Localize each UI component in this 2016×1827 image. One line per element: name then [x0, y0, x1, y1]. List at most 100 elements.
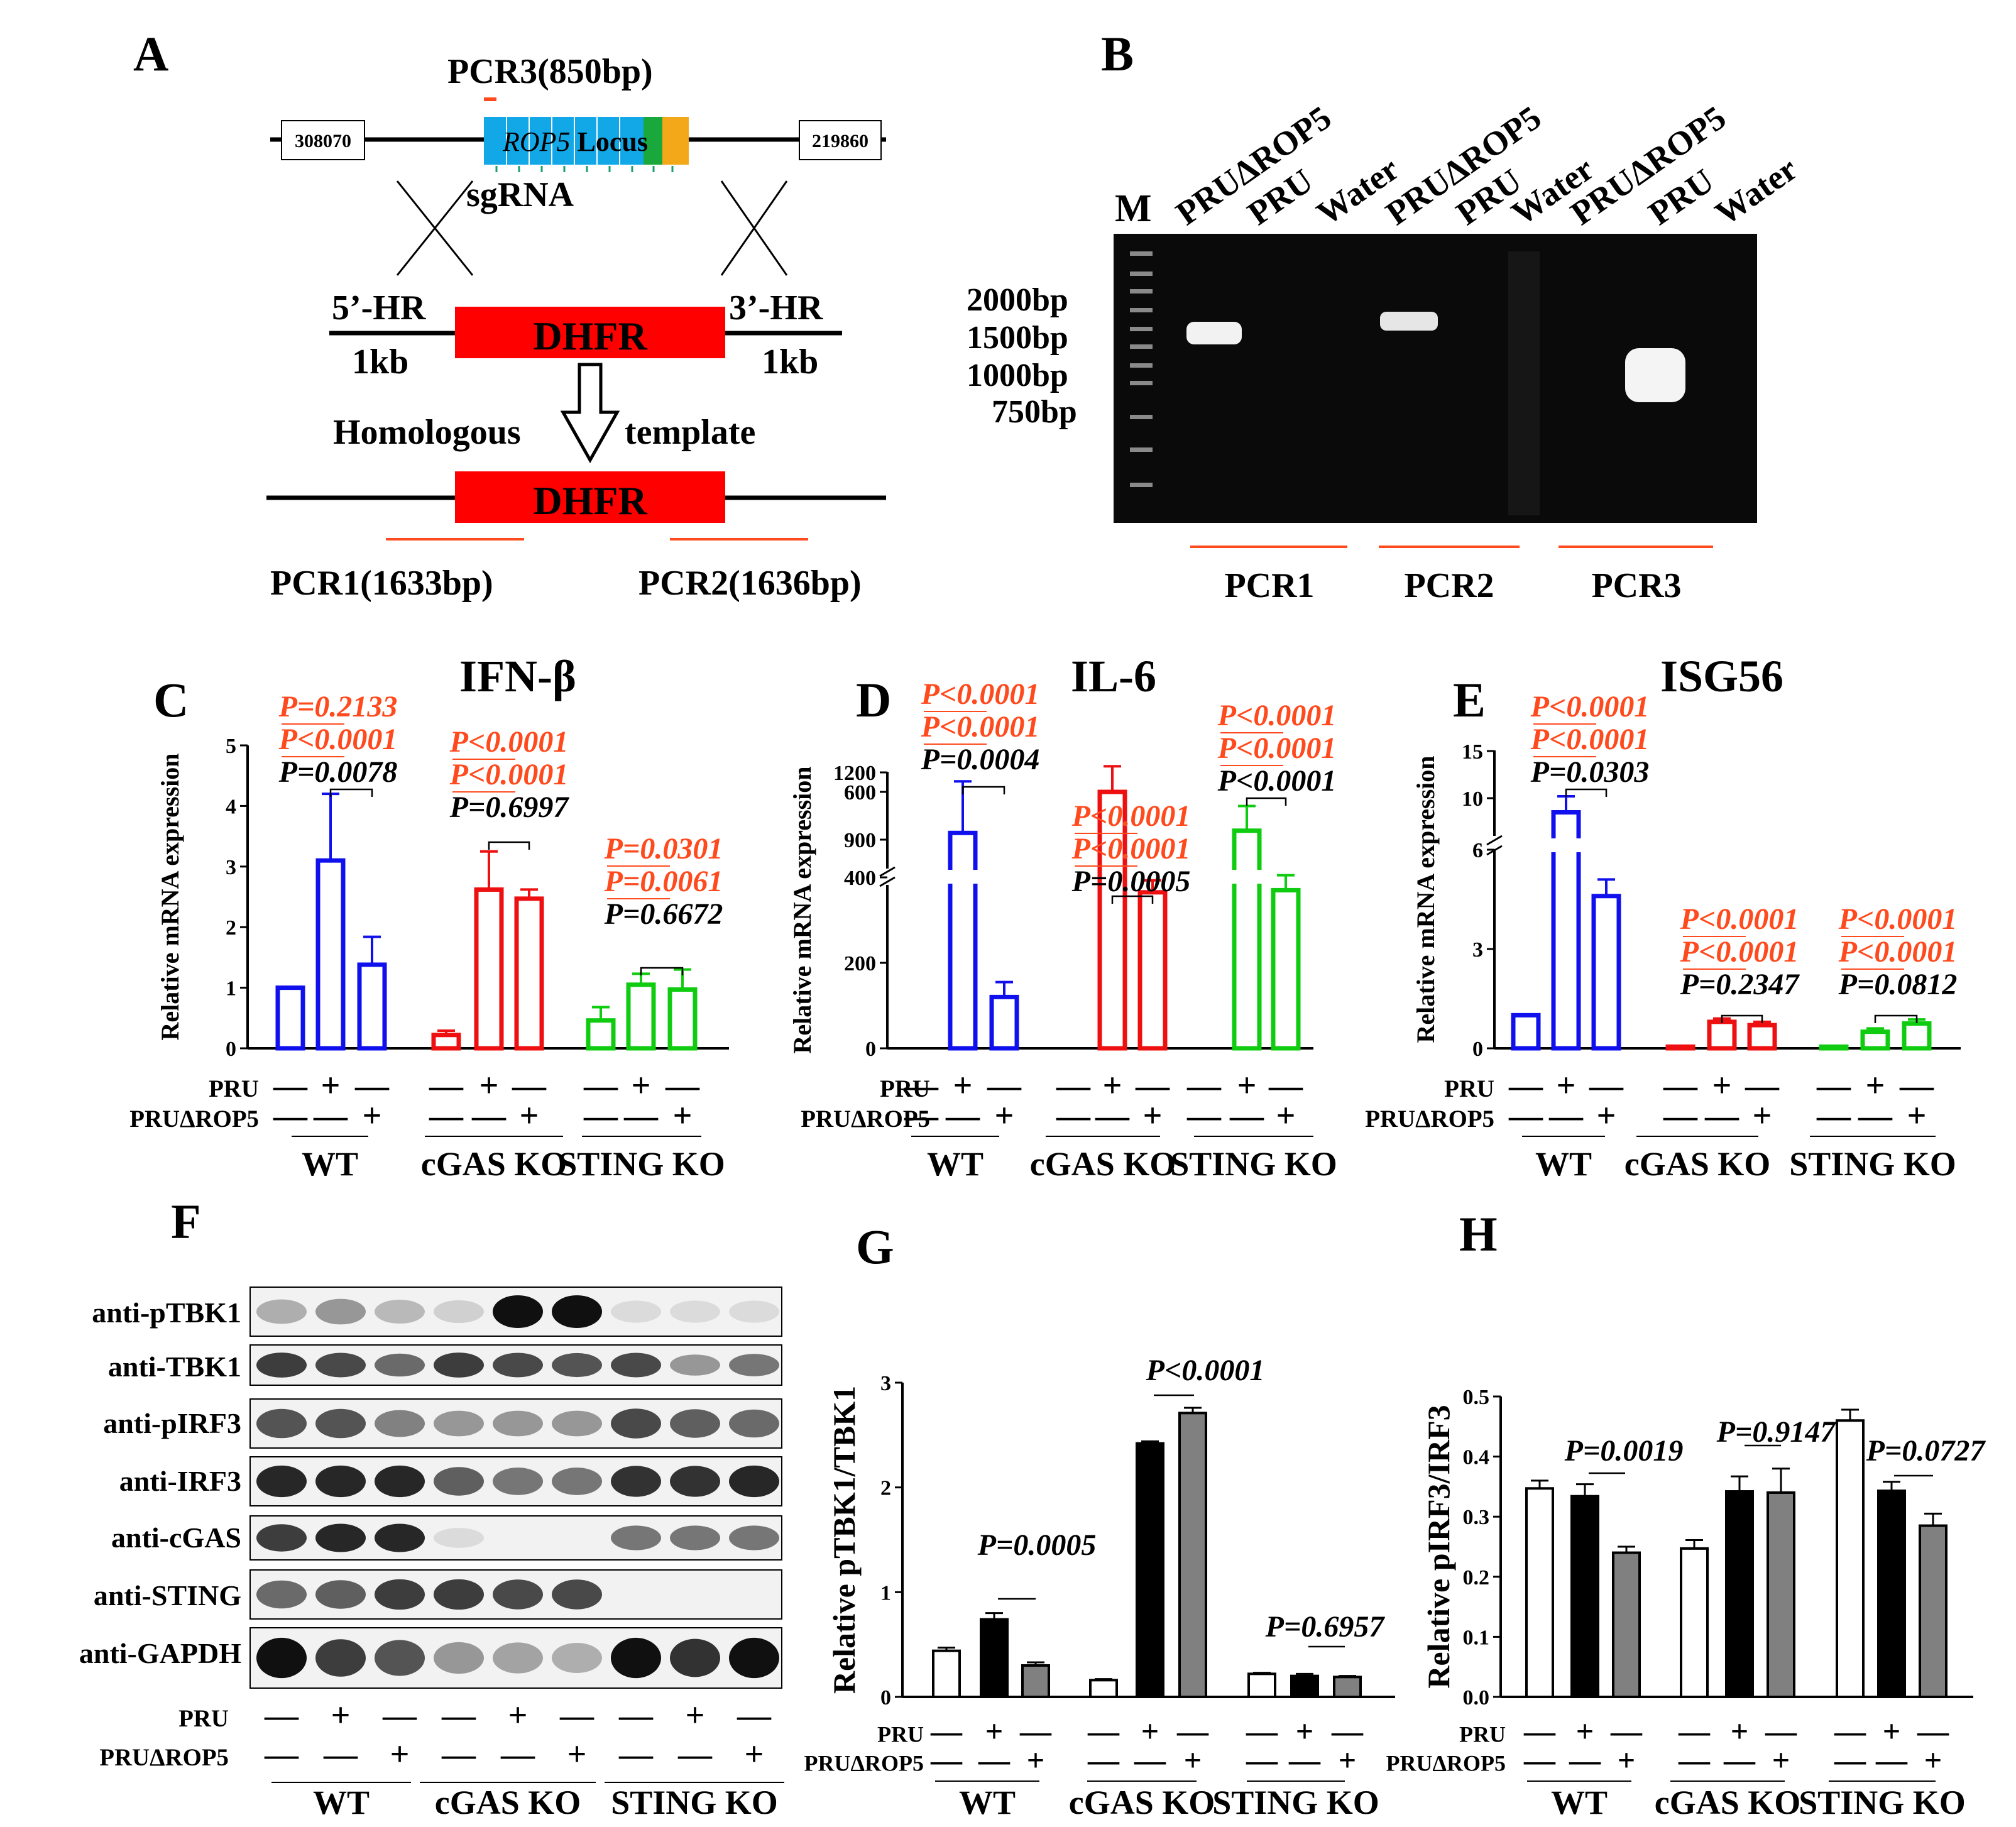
p-value: P=0.2347 — [1680, 968, 1800, 1001]
pru-minus: — — [1589, 1067, 1624, 1104]
group-label: STING KO — [1170, 1145, 1337, 1183]
rop5-minus: — — [500, 1735, 535, 1773]
axis-break-mark — [879, 866, 896, 887]
blot-band — [552, 1352, 602, 1378]
blot-band — [729, 1300, 779, 1323]
pru-minus: — — [354, 1067, 390, 1104]
rop5-plus: + — [567, 1735, 587, 1773]
p-value: P=0.0061 — [604, 865, 723, 898]
pru-minus: — — [382, 1696, 417, 1734]
blot-band — [493, 1468, 543, 1495]
y-tick-label: 0 — [880, 1686, 891, 1709]
bar — [1570, 1495, 1599, 1699]
group-label: cGAS KO — [435, 1784, 581, 1821]
p-value: P=0.2133 — [278, 690, 398, 723]
pru-minus: — — [1056, 1067, 1091, 1104]
rop5-minus: — — [1816, 1097, 1851, 1134]
ladder-bands — [1130, 251, 1153, 487]
hr3-label: 3’-HR — [729, 288, 823, 327]
pru-plus: + — [953, 1067, 973, 1104]
y-tick-label: 600 — [844, 781, 876, 804]
blot-band — [552, 1468, 602, 1495]
bar — [980, 1618, 1009, 1699]
significance-bracket — [329, 788, 373, 797]
rop5-minus: — — [1834, 1743, 1866, 1778]
p-value: P=0.6672 — [604, 897, 723, 931]
bar — [357, 962, 387, 1051]
bar — [1247, 1672, 1276, 1698]
group-label: WT — [313, 1784, 370, 1821]
blot-label-ptbk1: anti-pTBK1 — [92, 1297, 241, 1329]
pru-minus: — — [1176, 1714, 1209, 1749]
pru-plus: + — [1237, 1067, 1257, 1104]
p-value: P<0.0001 — [921, 678, 1040, 711]
significance-bracket — [1111, 895, 1154, 904]
pru-plus: + — [321, 1067, 341, 1104]
bar — [1511, 1012, 1541, 1051]
pru-plus: + — [1103, 1067, 1122, 1104]
group-label: WT — [1535, 1145, 1592, 1183]
blot-band — [552, 1410, 602, 1437]
blot-band — [375, 1523, 425, 1552]
dhfr-cassette — [455, 307, 725, 358]
locus-green — [644, 117, 662, 165]
y-tick-label: 0.1 — [1463, 1626, 1490, 1649]
group-label: cGAS KO — [421, 1145, 567, 1183]
pru-plus: + — [1557, 1067, 1576, 1104]
blot-band — [493, 1642, 543, 1674]
y-tick-label: 4 — [226, 795, 236, 818]
y-tick-label: 0 — [1472, 1038, 1483, 1061]
rop5-plus: + — [1907, 1097, 1927, 1134]
template-label: template — [625, 413, 755, 452]
bar — [1525, 1487, 1554, 1699]
gel-band-pcr2 — [1380, 312, 1438, 331]
pcr2-label: PCR2(1636bp) — [638, 564, 862, 603]
rop5-plus: + — [363, 1097, 382, 1134]
pru-minus: — — [618, 1696, 654, 1734]
blot-band — [729, 1525, 779, 1550]
blot-band — [256, 1465, 307, 1498]
p-value: P<0.0001 — [1680, 903, 1799, 936]
y-tick-label: 15 — [1462, 740, 1483, 764]
pru-minus: — — [559, 1696, 594, 1734]
gel-lane-labels: PRUΔROP5 PRU Water PRUΔROP5 PRU Water PR… — [1169, 99, 1804, 233]
blot-band — [729, 1354, 779, 1376]
blot-band — [315, 1352, 366, 1378]
blot-band — [493, 1352, 543, 1378]
locus-blue — [484, 117, 644, 165]
pru-rop5-row-label: PRUΔROP5 — [1386, 1751, 1506, 1776]
y-tick-label: 1 — [880, 1581, 891, 1605]
pru-row-label: PRU — [178, 1705, 229, 1732]
bar — [275, 985, 305, 1051]
blot-band — [493, 1410, 543, 1437]
blot-band — [434, 1642, 484, 1674]
y-tick-label: 200 — [844, 952, 876, 975]
y-tick-label: 0.5 — [1463, 1386, 1490, 1409]
rop5-minus: — — [583, 1097, 618, 1134]
rop5-minus: — — [429, 1097, 464, 1134]
bar — [1919, 1524, 1948, 1699]
blot-band — [256, 1524, 307, 1552]
y-tick-label: 3 — [880, 1372, 891, 1395]
rop5-plus: + — [1618, 1743, 1636, 1778]
rop5-plus: + — [995, 1097, 1014, 1134]
gel-group-pcr3: PCR3 — [1591, 566, 1681, 605]
y-axis-label: Relative pTBK1/TBK1 — [826, 1386, 862, 1694]
group-label: cGAS KO — [1624, 1145, 1771, 1183]
panel-f-western-blots: anti-pTBK1 anti-TBK1 anti-pIRF3 anti-IRF… — [79, 1287, 784, 1821]
down-arrow-icon — [560, 363, 620, 464]
pru-plus: + — [1731, 1714, 1749, 1749]
pru-minus: — — [1135, 1067, 1170, 1104]
p-value: P<0.0001 — [449, 758, 569, 791]
gel-group-pcr2: PCR2 — [1404, 566, 1494, 605]
bar — [514, 896, 544, 1051]
pru-minus: — — [1816, 1067, 1851, 1104]
rop5-minus: — — [1288, 1743, 1321, 1778]
blot-labels: anti-pTBK1 anti-TBK1 anti-pIRF3 anti-IRF… — [79, 1297, 241, 1669]
rop5-minus: — — [623, 1097, 659, 1134]
blot-label-gapdh: anti-GAPDH — [79, 1637, 241, 1669]
p-value: P=0.0005 — [977, 1528, 1097, 1562]
p-value: P=0.0004 — [921, 743, 1040, 776]
chart-ptbk1-tbk1: Relative pTBK1/TBK1 0 1 2 3 P=0.0005 P<0.0001 P… — [804, 1354, 1395, 1821]
bar — [1290, 1674, 1319, 1699]
